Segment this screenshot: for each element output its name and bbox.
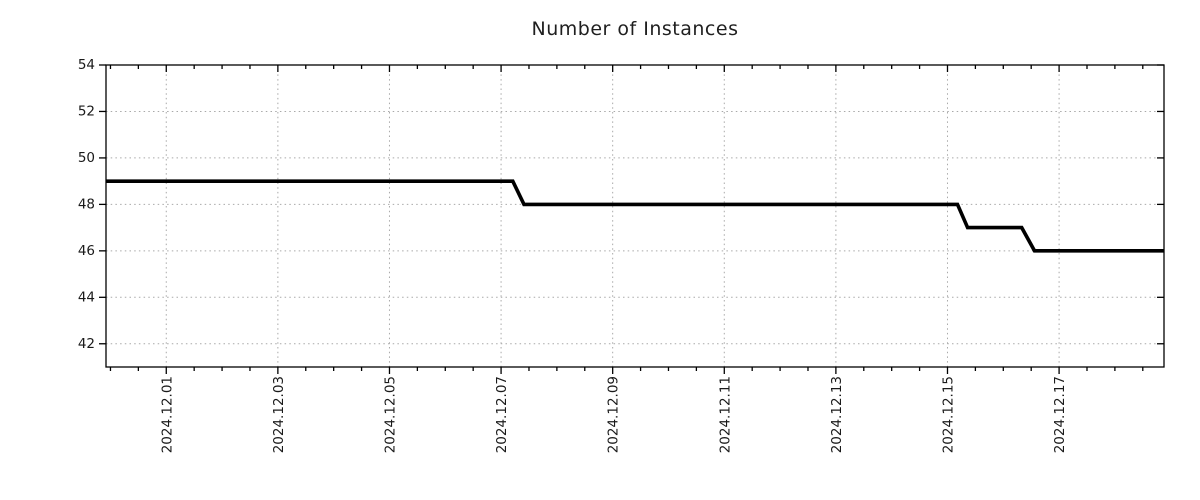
y-tick-label: 54	[78, 57, 95, 73]
y-tick-label: 48	[78, 196, 95, 212]
chart-title: Number of Instances	[531, 18, 739, 40]
gridlines	[106, 65, 1164, 367]
data-series	[106, 179, 1164, 253]
y-tick-label: 46	[78, 243, 95, 259]
x-tick-label: 2024.12.07	[494, 376, 510, 453]
tick-marks	[99, 64, 1164, 374]
x-tick-labels: 2024.12.01 2024.12.03 2024.12.05 2024.12.07…	[159, 376, 1068, 453]
x-tick-label: 2024.12.03	[271, 376, 287, 453]
x-tick-label: 2024.12.13	[829, 376, 845, 453]
x-tick-label: 2024.12.09	[606, 376, 622, 453]
y-tick-labels: 42 44 46 48 50 52 54	[78, 57, 95, 352]
y-tick-label: 42	[78, 336, 95, 352]
x-tick-label: 2024.12.05	[382, 376, 398, 453]
plot-border	[105, 64, 1165, 368]
y-tick-label: 44	[78, 289, 95, 305]
x-tick-label: 2024.12.15	[940, 376, 956, 453]
y-tick-label: 50	[78, 150, 95, 166]
plot-frame	[105, 64, 1165, 368]
series-line-instances	[106, 179, 1164, 253]
x-tick-label: 2024.12.01	[159, 376, 175, 453]
x-tick-label: 2024.12.17	[1052, 376, 1068, 453]
y-tick-label: 52	[78, 103, 95, 119]
x-tick-label: 2024.12.11	[717, 376, 733, 453]
